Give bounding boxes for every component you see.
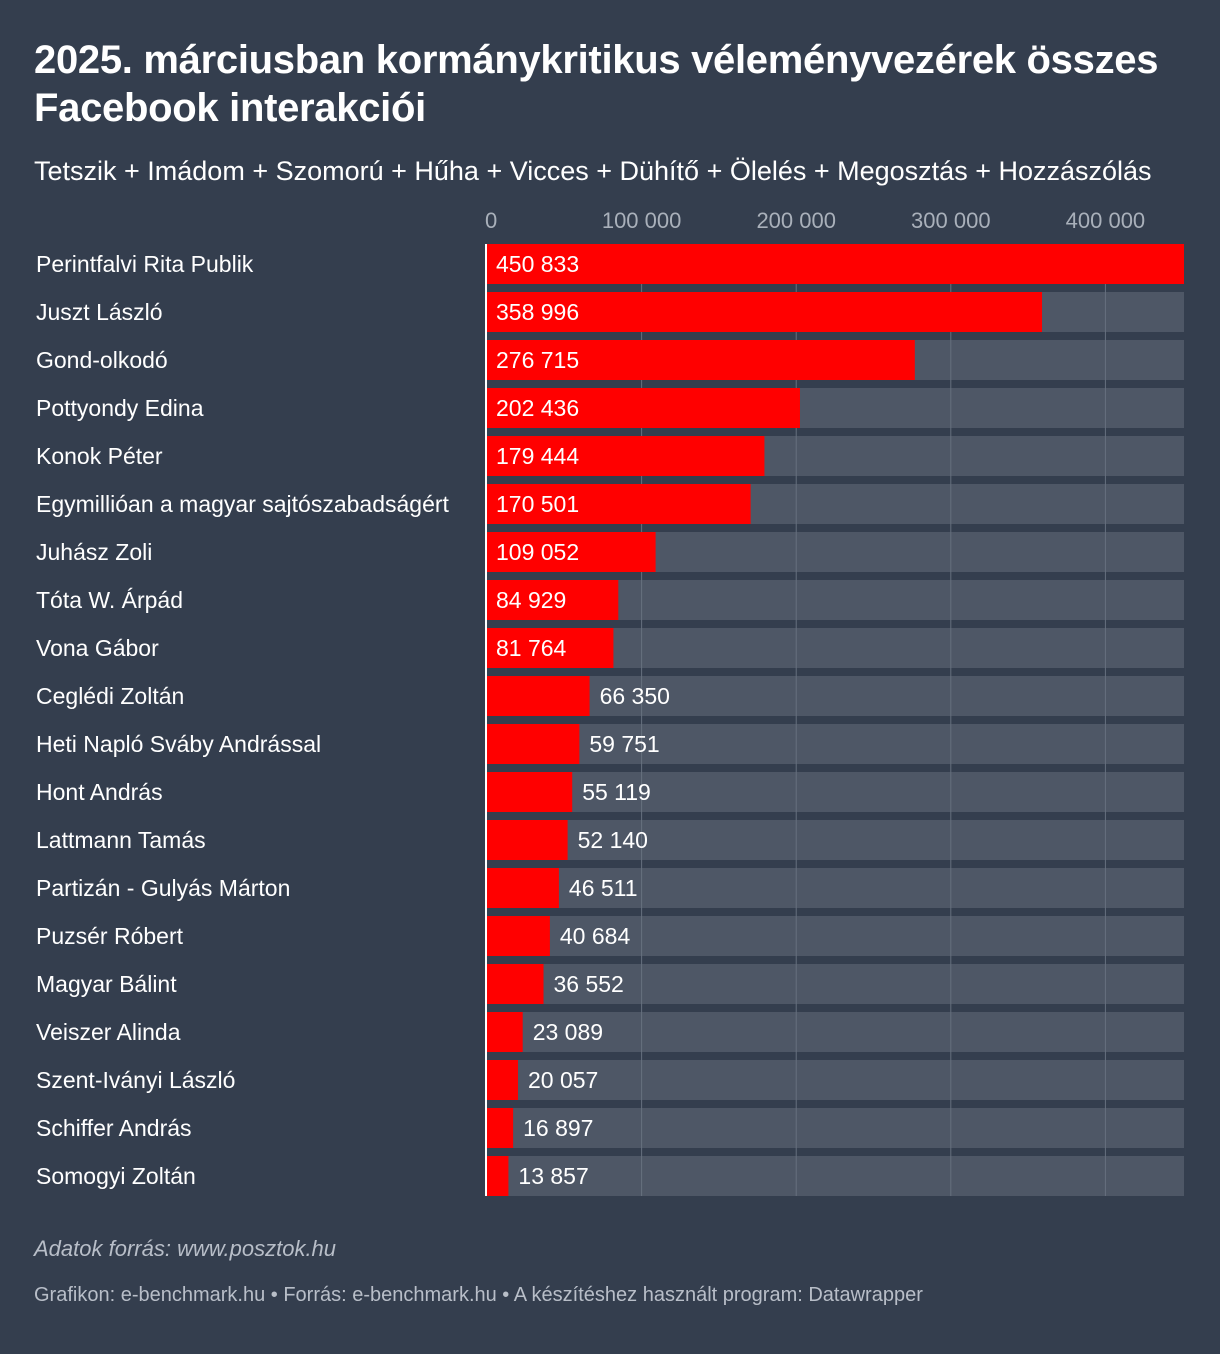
x-tick-label: 400 000 xyxy=(1066,208,1146,233)
credits-footer: Grafikon: e-benchmark.hu • Forrás: e-ben… xyxy=(34,1284,923,1306)
value-label: 84 929 xyxy=(496,587,566,613)
value-label: 202 436 xyxy=(496,395,579,421)
bar-track xyxy=(487,916,1184,956)
bar xyxy=(487,436,765,476)
category-label: Magyar Bálint xyxy=(36,971,177,997)
category-label: Puzsér Róbert xyxy=(36,923,184,949)
value-label: 59 751 xyxy=(589,731,659,757)
bar xyxy=(487,244,1184,284)
bar xyxy=(487,1108,514,1148)
bar xyxy=(487,1060,519,1100)
bar xyxy=(487,484,751,524)
category-label: Veiszer Alinda xyxy=(36,1019,181,1045)
bar xyxy=(487,340,915,380)
value-label: 55 119 xyxy=(582,779,651,805)
value-label: 52 140 xyxy=(578,827,648,853)
bar-track xyxy=(487,1060,1184,1100)
chart-subtitle: Tetszik + Imádom + Szomorú + Hűha + Vicc… xyxy=(34,156,1152,186)
bar xyxy=(487,820,568,860)
chart-title: 2025. márciusban kormánykritikus vélemén… xyxy=(34,38,1159,130)
value-label: 276 715 xyxy=(496,347,579,373)
bar xyxy=(487,916,550,956)
bar-track xyxy=(487,1156,1184,1196)
value-label: 358 996 xyxy=(496,299,579,325)
category-label: Heti Napló Sváby Andrással xyxy=(36,731,321,757)
value-label: 40 684 xyxy=(560,923,631,949)
category-label: Somogyi Zoltán xyxy=(36,1163,196,1189)
value-label: 13 857 xyxy=(518,1163,588,1189)
value-label: 16 897 xyxy=(523,1115,593,1141)
bar-track xyxy=(487,820,1184,860)
data-source-note: Adatok forrás: www.posztok.hu xyxy=(34,1236,337,1261)
bar xyxy=(487,676,590,716)
value-label: 20 057 xyxy=(528,1067,598,1093)
category-label: Schiffer András xyxy=(36,1115,192,1141)
value-label: 36 552 xyxy=(554,971,624,997)
category-label: Egymillióan a magyar sajtószabadságért xyxy=(36,491,450,517)
value-label: 109 052 xyxy=(496,539,579,565)
bar xyxy=(487,532,656,572)
x-tick-label: 300 000 xyxy=(911,208,991,233)
category-label: Vona Gábor xyxy=(36,635,159,661)
bar xyxy=(487,868,559,908)
x-tick-label: 200 000 xyxy=(756,208,836,233)
category-label: Pottyondy Edina xyxy=(36,395,204,421)
bar-track xyxy=(487,964,1184,1004)
bar xyxy=(487,388,800,428)
category-label: Szent-Iványi László xyxy=(36,1067,235,1093)
value-label: 170 501 xyxy=(496,491,579,517)
category-label: Ceglédi Zoltán xyxy=(36,683,184,709)
category-label: Tóta W. Árpád xyxy=(36,587,183,613)
x-tick-label: 100 000 xyxy=(602,208,682,233)
value-label: 23 089 xyxy=(533,1019,603,1045)
value-label: 179 444 xyxy=(496,443,579,469)
bar-track xyxy=(487,868,1184,908)
value-label: 450 833 xyxy=(496,251,579,277)
bar xyxy=(487,628,614,668)
bar-track xyxy=(487,772,1184,812)
bar xyxy=(487,724,580,764)
bar xyxy=(487,1012,523,1052)
value-label: 66 350 xyxy=(600,683,670,709)
category-label: Konok Péter xyxy=(36,443,163,469)
category-label: Hont András xyxy=(36,779,163,805)
category-label: Juszt László xyxy=(36,299,163,325)
value-label: 46 511 xyxy=(569,875,638,901)
category-label: Partizán - Gulyás Márton xyxy=(36,875,290,901)
bar xyxy=(487,1156,509,1196)
value-label: 81 764 xyxy=(496,635,567,661)
x-tick-label: 0 xyxy=(485,208,497,233)
bar-track xyxy=(487,676,1184,716)
category-label: Juhász Zoli xyxy=(36,539,152,565)
bar-track xyxy=(487,724,1184,764)
category-label: Gond-olkodó xyxy=(36,347,168,373)
bar-track xyxy=(487,1012,1184,1052)
bar xyxy=(487,292,1043,332)
bar xyxy=(487,580,619,620)
category-label: Perintfalvi Rita Publik xyxy=(36,251,254,277)
bar xyxy=(487,772,573,812)
bar-track xyxy=(487,1108,1184,1148)
bar xyxy=(487,964,544,1004)
category-label: Lattmann Tamás xyxy=(36,827,206,853)
